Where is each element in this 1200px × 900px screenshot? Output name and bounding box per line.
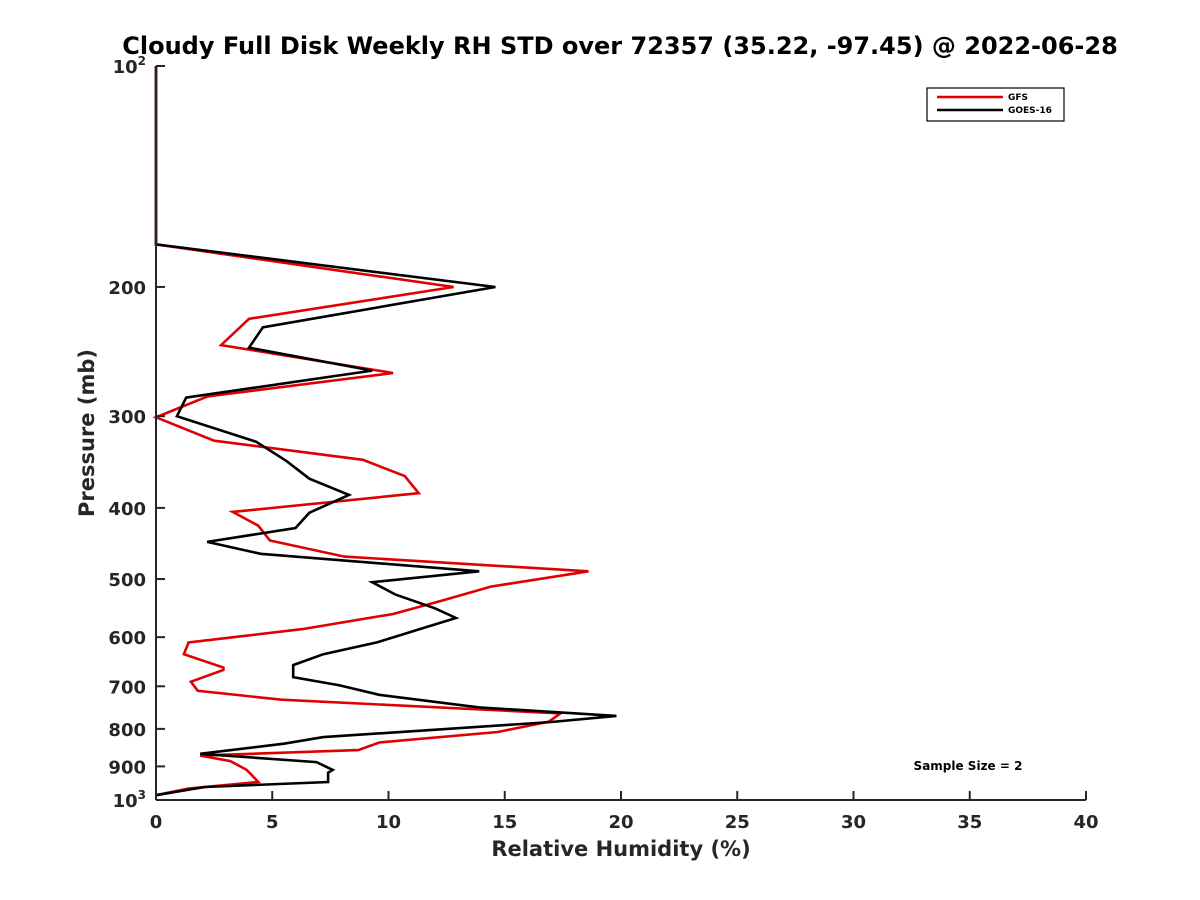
y-ticks: 102 200 300 400 500 600 700 800 900 103: [108, 54, 165, 812]
y-tick-label: 102: [113, 54, 146, 78]
y-tick-label: 800: [108, 720, 146, 741]
y-tick-label: 103: [113, 788, 146, 812]
y-axis-label: Pressure (mb): [75, 349, 99, 517]
y-tick-label: 300: [108, 407, 146, 428]
y-tick-label: 200: [108, 278, 146, 299]
x-axis-label: Relative Humidity (%): [491, 837, 750, 861]
x-tick-label: 35: [957, 812, 982, 833]
legend-label-goes16: GOES-16: [1008, 106, 1052, 116]
plot-area: 0 5 10 15 20 25 30 35 40 102 200 300 400 500 600 700 80…: [108, 54, 1098, 833]
legend-label-gfs: GFS: [1008, 93, 1028, 103]
x-tick-label: 5: [266, 812, 279, 833]
legend-box: [926, 87, 1065, 122]
series-line-gfs: [152, 66, 589, 797]
series-layer: [152, 66, 617, 797]
x-tick-label: 40: [1073, 812, 1098, 833]
y-tick-label: 600: [108, 628, 146, 649]
x-tick-label: 10: [376, 812, 401, 833]
series-line-goes16: [154, 66, 617, 797]
y-tick-label: 900: [108, 757, 146, 778]
y-tick-label: 400: [108, 499, 146, 520]
legend: GFS GOES-16: [926, 87, 1065, 122]
y-tick-label: 700: [108, 677, 146, 698]
chart-title: Cloudy Full Disk Weekly RH STD over 7235…: [122, 32, 1118, 60]
x-tick-label: 15: [492, 812, 517, 833]
x-tick-label: 20: [608, 812, 633, 833]
x-ticks: 0 5 10 15 20 25 30 35 40: [150, 791, 1099, 833]
x-tick-label: 25: [725, 812, 750, 833]
x-tick-label: 0: [150, 812, 163, 833]
y-tick-label: 500: [108, 570, 146, 591]
x-tick-label: 30: [841, 812, 866, 833]
sample-size-annotation: Sample Size = 2: [914, 759, 1023, 773]
